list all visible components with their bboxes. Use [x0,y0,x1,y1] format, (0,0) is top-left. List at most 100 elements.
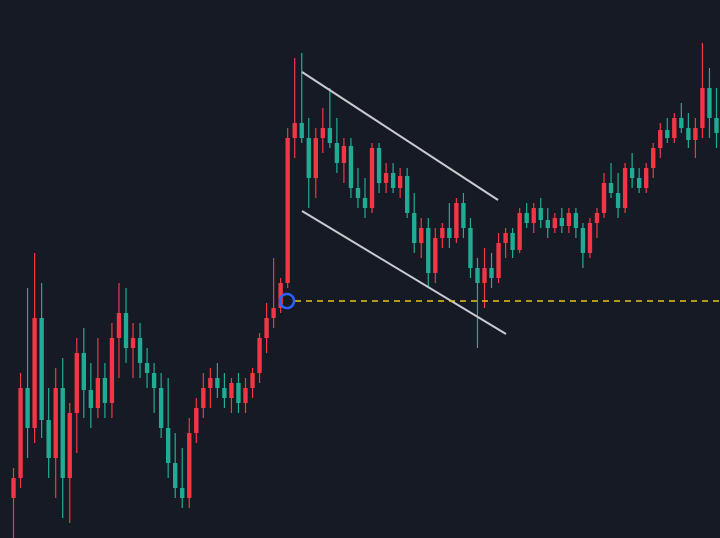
candle-body [468,228,473,268]
candle-body [116,313,122,338]
candle-body [102,378,108,403]
candle-body [67,413,72,478]
candle-body [208,378,213,388]
candle-body [419,228,424,243]
candle-body [257,338,262,373]
candle-body [601,183,607,213]
candle-body [18,388,23,478]
candle-body [130,338,136,348]
candle-body [320,128,326,138]
candle-body [236,383,241,403]
candle-body [412,213,417,243]
candle-body [144,363,150,373]
candle-body [46,420,51,458]
candle-body [165,428,171,463]
candle-body [250,373,255,388]
candle-body [700,88,705,128]
candle-body [229,383,234,398]
candle-body [95,378,101,408]
candle-body [580,228,586,253]
candle-body [355,188,361,198]
candle-body [60,388,65,478]
candle-body [306,138,311,178]
candle-body [32,318,37,428]
candle-body [39,318,44,420]
candle-body [88,390,94,408]
candle-body [222,388,227,398]
candle-body [271,308,276,318]
candle-body [362,198,368,208]
candle-body [53,388,58,458]
candle-body [517,213,522,250]
candle-body [194,408,199,433]
candle-body [376,148,382,183]
candle-body [545,220,550,228]
candle-body [707,88,712,118]
candle-body [636,178,642,188]
candle-body [187,433,192,498]
candle-body [390,173,396,188]
anchor-point[interactable] [278,292,296,310]
candle-body [566,213,572,226]
candle-body [510,233,515,250]
candle-body [686,128,691,140]
candle-body [313,138,318,178]
candle-body [109,338,115,403]
candle-body [292,123,297,138]
candle-body [622,168,628,208]
channel-lower-line [301,210,507,335]
candle-body [151,373,157,388]
candle-body [496,243,501,278]
candle-body [327,128,333,143]
candle-body [679,118,684,128]
candle-body [644,168,649,188]
candle-body [461,203,466,228]
candle-body [137,338,143,363]
candle-body [559,218,565,226]
candle-body [658,130,663,148]
candle-body [629,168,635,178]
candle-body [173,463,178,488]
candle-body [383,173,389,183]
candle-body [587,223,593,253]
candle-body [454,203,459,238]
candle-body [299,123,304,138]
candle-body [334,143,340,163]
candle-body [123,313,129,348]
candle-body [74,353,79,413]
candle-body [672,118,677,138]
candle-body [651,148,656,168]
candle-body [524,213,529,223]
candle-body [552,218,557,228]
candle-body [369,148,375,208]
candle-body [348,146,354,188]
candle-body [397,176,403,188]
candle-body [482,268,487,283]
candle-body [594,213,600,223]
candle-body [573,213,579,228]
candle-body [426,228,431,273]
candle-body [341,146,347,163]
candle-body [404,176,410,213]
candle-body [693,128,698,140]
candle-body [278,283,283,308]
candle-body [180,488,185,498]
candle-body [433,238,438,273]
candles [11,43,719,538]
candle-body [608,183,614,193]
candle-body [440,228,445,238]
candle-body [475,268,480,283]
candle-body [489,268,494,278]
candle-body [615,193,621,208]
candle-body [158,388,164,428]
candle-body [503,233,508,243]
candle-body [538,208,543,220]
candle-body [243,388,248,403]
candle-body [714,118,719,133]
channel-upper-line [301,71,499,201]
candle-body [665,130,670,138]
candle-body [531,208,536,223]
